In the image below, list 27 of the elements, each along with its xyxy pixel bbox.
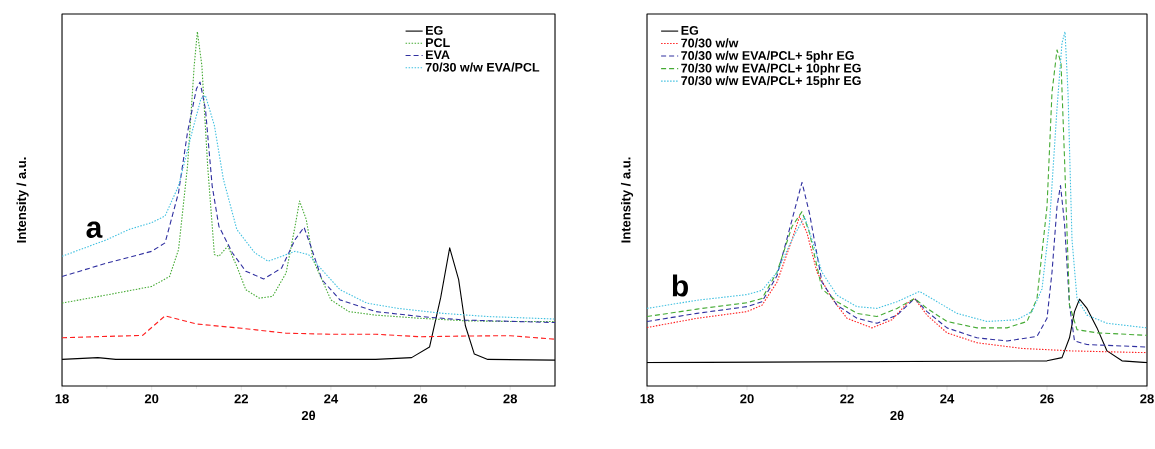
x-tick-label: 22: [234, 394, 248, 404]
annotation: a: [86, 221, 103, 238]
x-tick-label: 18: [55, 394, 69, 404]
legend-label: 70/30 w/w EVA/PCL+ 10phr EG: [681, 63, 861, 75]
x-tick-label: 28: [503, 394, 518, 404]
legend-label: 70/30 w/w EVA/PCL+ 15phr EG: [681, 75, 861, 88]
x-tick-label: 24: [940, 394, 955, 404]
legend-label: EVA: [426, 50, 450, 60]
x-tick-label: 18: [640, 394, 654, 404]
legend-label: 70/30 w/w: [681, 38, 739, 48]
x-tick-label: 20: [144, 394, 159, 404]
x-tick-label: 24: [324, 394, 339, 404]
annotation: b: [672, 274, 688, 297]
legend-label: 70/30 w/w EVA/PCL: [425, 62, 540, 72]
legend-label: PCL: [426, 38, 450, 48]
x-axis-title: 2θ: [890, 410, 904, 421]
legend-label: 70/30 w/w EVA/PCL+ 5phr EG: [681, 50, 854, 63]
x-tick-label: 22: [840, 394, 854, 404]
x-tick-label: 26: [413, 394, 428, 404]
x-tick-label: 20: [740, 394, 754, 404]
x-tick-label: 26: [1040, 394, 1054, 404]
x-axis-title: 2θ: [301, 410, 316, 421]
y-axis-title: Intensity / a.u.: [620, 157, 634, 243]
legend-label: EG: [426, 25, 443, 35]
x-tick-label: 28: [1140, 394, 1154, 404]
y-axis-title: Intensity / a.u.: [16, 157, 29, 243]
legend-label: EG: [681, 25, 699, 35]
